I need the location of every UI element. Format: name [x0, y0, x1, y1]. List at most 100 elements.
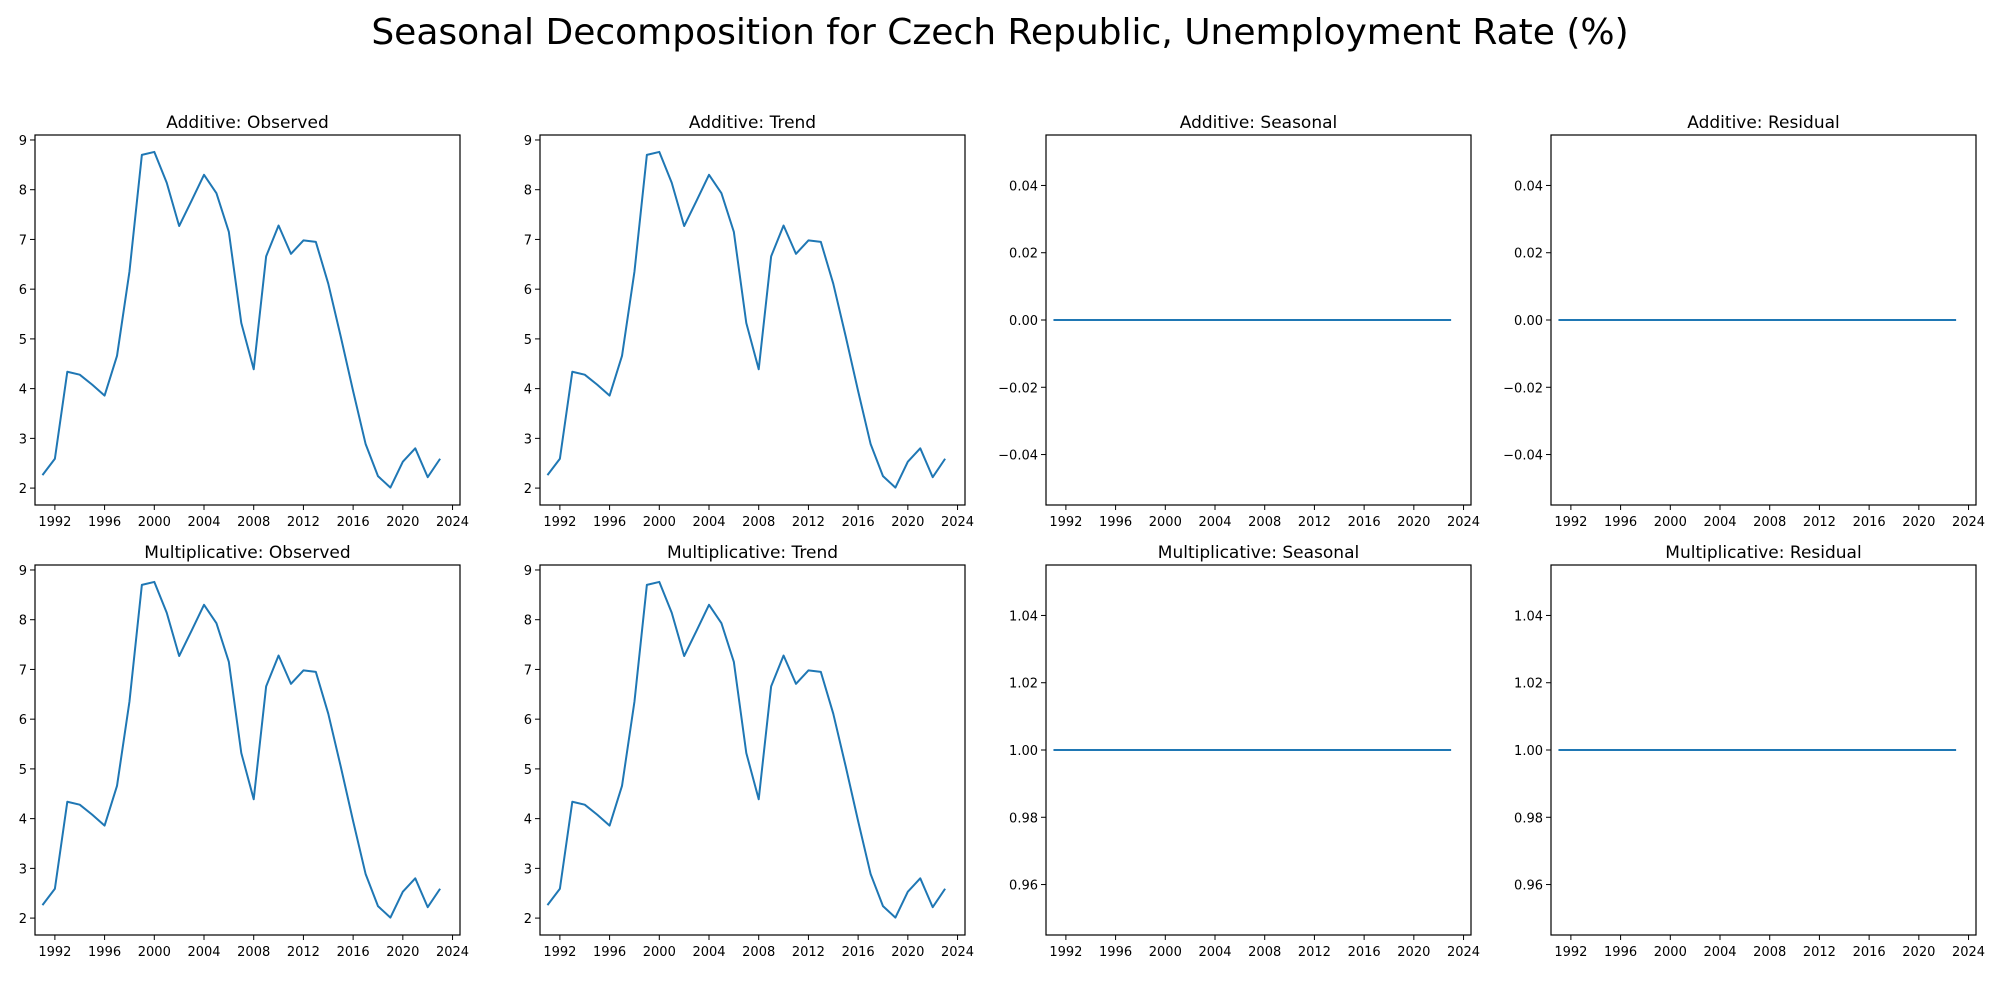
- x-tick-label: 1992: [1554, 515, 1587, 530]
- x-tick-label: 2008: [1248, 945, 1281, 960]
- chart-panel-6: Multiplicative: Trend 1992 1996 2000 2004 200…: [524, 543, 974, 960]
- series-line: [546, 580, 946, 919]
- x-tick-label: 2024: [1447, 945, 1480, 960]
- y-tick-label: 4: [524, 813, 532, 828]
- y-tick-label: 2: [524, 912, 532, 927]
- x-tick-label: 2012: [1298, 515, 1331, 530]
- y-tick-label: 0.02: [1514, 247, 1543, 262]
- x-tick-label: 2016: [337, 945, 370, 960]
- chart-panel-8: Multiplicative: Residual 1992 1996 2000 2004…: [1514, 543, 1985, 960]
- axes-frame: [539, 134, 966, 506]
- x-tick-label: 2008: [1248, 515, 1281, 530]
- x-tick-label: 1996: [1604, 515, 1637, 530]
- axes-frame: [34, 564, 461, 936]
- x-tick-label: 2020: [386, 945, 419, 960]
- y-tick-label: 8: [524, 614, 532, 629]
- y-tick-label: 1.04: [1514, 609, 1543, 624]
- y-tick-label: 5: [19, 333, 27, 348]
- x-tick-label: 2008: [1753, 515, 1786, 530]
- x-tick-label: 2000: [1654, 515, 1687, 530]
- x-tick-label: 2016: [337, 515, 370, 530]
- y-tick-label: 1.04: [1009, 609, 1038, 624]
- panel-title: Additive: Observed: [166, 113, 328, 133]
- x-tick-label: 1992: [38, 515, 71, 530]
- x-tick-label: 1992: [543, 515, 576, 530]
- y-tick-label: 1.00: [1009, 744, 1038, 759]
- x-tick-label: 2012: [287, 515, 320, 530]
- x-tick-label: 2008: [237, 945, 270, 960]
- panel-title: Multiplicative: Residual: [1665, 543, 1861, 563]
- x-tick-label: 2012: [287, 945, 320, 960]
- y-tick-label: 9: [524, 564, 532, 579]
- y-tick-label: 0.00: [1009, 314, 1038, 329]
- panel-title: Additive: Seasonal: [1180, 113, 1338, 133]
- y-tick-label: 3: [524, 862, 532, 877]
- y-tick-label: 4: [19, 813, 27, 828]
- y-tick-label: 1.00: [1514, 744, 1543, 759]
- y-tick-label: 3: [19, 432, 27, 447]
- panel-title: Multiplicative: Observed: [144, 543, 350, 563]
- panel-title: Additive: Residual: [1687, 113, 1839, 133]
- x-tick-label: 2012: [1803, 515, 1836, 530]
- chart-panel-7: Multiplicative: Seasonal 1992 1996 2000 2004…: [1009, 543, 1480, 960]
- y-tick-label: 8: [19, 184, 27, 199]
- x-tick-label: 2020: [891, 515, 924, 530]
- y-tick-label: 5: [524, 333, 532, 348]
- axes-frame: [539, 564, 966, 936]
- y-tick-label: 8: [524, 184, 532, 199]
- y-tick-label: 0.96: [1514, 879, 1543, 894]
- x-tick-label: 2024: [941, 945, 974, 960]
- x-tick-label: 1996: [593, 515, 626, 530]
- x-tick-label: 2024: [1447, 515, 1480, 530]
- x-tick-label: 2004: [187, 515, 220, 530]
- chart-panel-3: Additive: Seasonal 1992 1996 2000 2004 2008 20…: [998, 113, 1480, 530]
- x-tick-label: 2004: [1198, 515, 1231, 530]
- x-tick-label: 2024: [1952, 945, 1985, 960]
- y-tick-label: 0.98: [1009, 811, 1038, 826]
- x-tick-label: 1996: [1604, 945, 1637, 960]
- x-tick-label: 2016: [842, 945, 875, 960]
- x-tick-label: 2004: [692, 945, 725, 960]
- x-tick-label: 2016: [1853, 945, 1886, 960]
- y-tick-label: 4: [19, 383, 27, 398]
- x-tick-label: 2008: [742, 945, 775, 960]
- y-tick-label: 7: [19, 663, 27, 678]
- x-tick-label: 1996: [1099, 945, 1132, 960]
- x-tick-label: 2000: [138, 515, 171, 530]
- y-tick-label: 2: [19, 482, 27, 497]
- y-tick-label: 1.02: [1009, 677, 1038, 692]
- x-tick-label: 1996: [88, 945, 121, 960]
- series-line: [41, 150, 441, 489]
- y-tick-label: −0.04: [1503, 449, 1543, 464]
- x-tick-label: 1992: [1049, 515, 1082, 530]
- axes-frame: [1045, 134, 1472, 506]
- x-tick-label: 2016: [842, 515, 875, 530]
- x-tick-label: 2024: [941, 515, 974, 530]
- y-tick-label: 2: [19, 912, 27, 927]
- y-tick-label: −0.04: [998, 449, 1038, 464]
- series-line: [41, 580, 441, 919]
- panel-title: Additive: Trend: [689, 113, 816, 133]
- axes-frame: [1550, 134, 1977, 506]
- y-tick-label: 6: [19, 283, 27, 298]
- x-tick-label: 1996: [1099, 515, 1132, 530]
- x-tick-label: 2016: [1853, 515, 1886, 530]
- y-tick-label: 7: [524, 233, 532, 248]
- x-tick-label: 1992: [38, 945, 71, 960]
- y-tick-label: 0.04: [1009, 179, 1038, 194]
- chart-panel-5: Multiplicative: Observed 1992 1996 2000 2004…: [19, 543, 469, 960]
- x-tick-label: 2020: [1397, 945, 1430, 960]
- x-tick-label: 2000: [1149, 515, 1182, 530]
- y-tick-label: 4: [524, 383, 532, 398]
- axes-frame: [1550, 564, 1977, 936]
- y-tick-label: 0.04: [1514, 179, 1543, 194]
- y-tick-label: 3: [19, 862, 27, 877]
- y-tick-label: −0.02: [998, 381, 1038, 396]
- y-tick-label: 6: [524, 713, 532, 728]
- y-tick-label: 5: [524, 763, 532, 778]
- axes-frame: [1045, 564, 1472, 936]
- x-tick-label: 2000: [643, 515, 676, 530]
- x-tick-label: 2004: [187, 945, 220, 960]
- chart-panel-2: Additive: Trend 1992 1996 2000 2004 2008 2012 2…: [524, 113, 974, 530]
